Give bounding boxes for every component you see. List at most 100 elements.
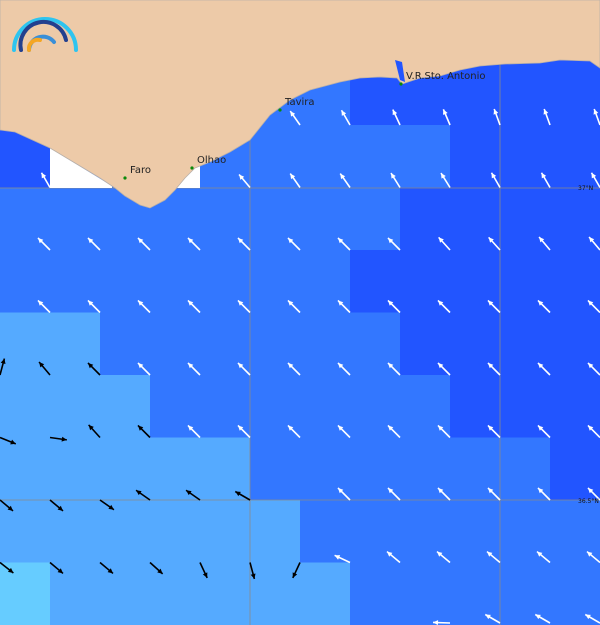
current-cell [450, 125, 501, 188]
current-cell [200, 312, 251, 376]
current-arrow [537, 362, 551, 376]
current-arrow [337, 237, 351, 251]
current-cell [550, 375, 600, 438]
current-arrow [438, 236, 451, 251]
current-arrow [340, 109, 351, 126]
current-arrow [488, 236, 501, 251]
current-arrow [187, 362, 201, 376]
current-arrow [99, 499, 115, 511]
town-dot-olhao [190, 166, 194, 170]
current-cell [500, 562, 551, 625]
current-arrow [0, 499, 14, 512]
current-arrow [0, 358, 6, 376]
current-cell [400, 250, 451, 313]
current-arrow [137, 237, 151, 251]
current-arrow [337, 362, 351, 376]
current-arrow [187, 424, 201, 439]
current-cell [300, 250, 351, 313]
current-arrow [0, 436, 17, 445]
current-cell [0, 375, 51, 438]
current-arrow [537, 299, 551, 314]
current-arrow [337, 487, 351, 501]
current-arrow [187, 299, 201, 314]
current-cell [150, 500, 201, 563]
current-cell [50, 437, 101, 501]
current-arrow [487, 424, 501, 439]
current-cell [200, 437, 251, 501]
current-cell [400, 125, 451, 188]
current-arrow [38, 361, 51, 376]
current-cell [250, 375, 301, 438]
current-cell [350, 187, 401, 251]
current-arrow [287, 362, 301, 376]
current-cell [300, 562, 351, 625]
current-cell [100, 250, 151, 313]
town-dot-tavira [278, 108, 282, 112]
current-arrow [584, 613, 600, 624]
current-cell [300, 437, 351, 501]
current-cell [50, 250, 101, 313]
town-dot-vrsa [399, 82, 403, 86]
current-arrow [137, 299, 151, 314]
current-arrow [238, 173, 251, 189]
current-arrow [586, 550, 600, 564]
current-cell [200, 562, 251, 625]
current-arrow [37, 299, 51, 314]
current-arrow [289, 110, 301, 126]
current-arrow [337, 299, 351, 314]
current-arrow [237, 424, 251, 439]
current-cell [0, 562, 51, 625]
current-cell [500, 375, 551, 438]
current-cell [450, 375, 501, 438]
current-cell [50, 562, 101, 625]
current-arrow [287, 299, 301, 314]
current-cell [50, 187, 101, 251]
current-arrow [334, 554, 351, 564]
current-arrow [234, 490, 251, 501]
current-arrow [587, 299, 600, 314]
current-arrow [87, 362, 101, 376]
current-cell [450, 250, 501, 313]
current-arrow [437, 487, 451, 501]
current-cell [50, 312, 101, 376]
current-cell [100, 500, 151, 563]
current-cell [450, 62, 501, 126]
current-cell [50, 500, 101, 563]
current-arrow [437, 299, 451, 314]
current-arrow [237, 299, 251, 314]
current-arrows [0, 108, 600, 625]
current-arrow [49, 436, 67, 442]
current-arrow [137, 424, 151, 439]
current-cell [400, 500, 451, 563]
current-cell [450, 437, 501, 501]
current-arrow [440, 172, 451, 188]
current-cell [400, 375, 451, 438]
current-arrow [135, 489, 151, 501]
current-arrow [390, 172, 401, 188]
current-arrow [437, 424, 451, 439]
current-arrow [87, 237, 101, 251]
current-arrow [387, 299, 401, 314]
current-cell [550, 62, 600, 126]
current-cell [350, 562, 401, 625]
current-cell [350, 312, 401, 376]
current-cell [150, 312, 201, 376]
current-cell [550, 312, 600, 376]
current-arrow [484, 613, 501, 624]
current-cell [150, 375, 201, 438]
current-arrow [237, 362, 251, 376]
current-cell [200, 375, 251, 438]
current-arrow [387, 237, 401, 251]
current-arrow [536, 550, 551, 564]
current-arrow [486, 550, 501, 564]
current-arrow [442, 109, 451, 126]
current-cell [550, 437, 600, 501]
current-cell [350, 437, 401, 501]
current-cell [100, 375, 151, 438]
current-arrow [587, 487, 600, 501]
current-cell [300, 375, 351, 438]
current-cell [250, 437, 301, 501]
current-cell [550, 500, 600, 563]
current-cell [250, 250, 301, 313]
